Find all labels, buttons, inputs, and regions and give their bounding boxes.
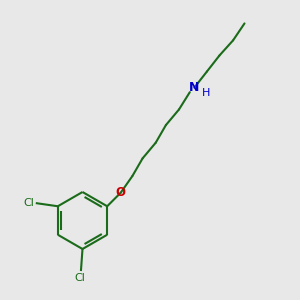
Text: O: O: [116, 186, 126, 199]
Text: N: N: [189, 81, 200, 94]
Text: H: H: [202, 88, 210, 98]
Text: Cl: Cl: [23, 198, 34, 208]
Text: Cl: Cl: [74, 273, 85, 283]
